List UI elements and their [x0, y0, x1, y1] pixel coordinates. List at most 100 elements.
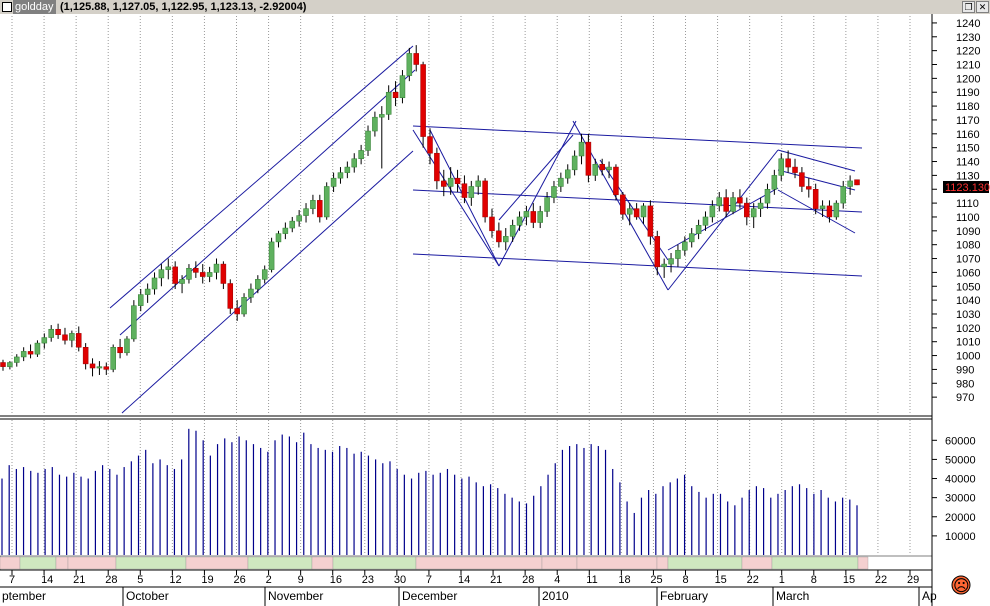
trend-channel-line [777, 189, 856, 234]
last-price-tag [943, 181, 989, 193]
price-axis-label: 1150 [956, 143, 980, 155]
candle-up [688, 233, 695, 243]
day-tick-label: 22 [875, 574, 887, 586]
candle-up [337, 172, 344, 179]
price-axis-label: 1000 [956, 351, 980, 363]
day-tick-label: 1 [779, 574, 785, 586]
candle-up [626, 208, 633, 215]
session-segment [541, 556, 578, 570]
volume-axis-label: 10000 [945, 531, 976, 543]
candle-down [737, 197, 743, 204]
session-segment [19, 556, 57, 570]
price-axis-label: 1230 [956, 32, 980, 44]
price-axis-label: 1240 [956, 18, 980, 30]
candle-down [654, 236, 661, 268]
candle-up [48, 328, 54, 338]
day-tick-label: 23 [362, 574, 374, 586]
window-menu-icon[interactable] [2, 2, 12, 12]
candle-down [744, 202, 750, 218]
candle-down [392, 91, 399, 99]
session-segment [667, 556, 743, 570]
month-label: February [660, 589, 708, 603]
candle-up [399, 75, 406, 99]
candle-up [468, 186, 475, 198]
price-axis-label: 1220 [956, 46, 980, 58]
candle-up [819, 205, 826, 209]
sad-face-icon[interactable] [951, 575, 971, 595]
title-bar: goldday (1,125.88, 1,127.05, 1,122.95, 1… [0, 0, 990, 15]
price-axis-label: 990 [956, 364, 974, 376]
candle-up [833, 202, 840, 218]
candle-down [227, 283, 234, 309]
day-tick-label: 5 [137, 574, 143, 586]
day-tick-label: 8 [683, 574, 689, 586]
candle-up [158, 269, 165, 279]
month-label: ptember [2, 589, 46, 603]
candle-up [709, 205, 716, 218]
candle-down [0, 362, 6, 367]
day-tick-label: 22 [747, 574, 759, 586]
day-tick-label: 4 [554, 574, 560, 586]
candle-down [723, 197, 729, 212]
candle-down [806, 186, 812, 190]
day-tick-label: 12 [169, 574, 181, 586]
day-tick-label: 15 [715, 574, 727, 586]
candle-down [633, 208, 640, 218]
candle-down [620, 194, 626, 215]
day-tick-label: 28 [105, 574, 117, 586]
candle-up [564, 169, 571, 179]
candle-up [351, 158, 357, 168]
candle-down [826, 205, 833, 218]
candle-down [799, 172, 805, 187]
candle-down [812, 188, 819, 209]
trend-channel-line [667, 149, 779, 291]
candle-up [503, 236, 509, 243]
candle-down [530, 211, 537, 223]
session-segment [55, 556, 69, 570]
price-axis-label: 1190 [956, 87, 980, 99]
candle-up [750, 208, 757, 218]
candle-up [379, 114, 385, 118]
price-axis-label: 1180 [956, 101, 980, 113]
candle-up [69, 333, 75, 341]
candle-down [427, 136, 433, 154]
candle-down [854, 179, 860, 186]
candle-up [344, 166, 351, 173]
day-tick-label: 19 [201, 574, 213, 586]
close-button[interactable]: ✕ [976, 1, 989, 13]
candle-down [55, 328, 61, 336]
candle-down [317, 200, 323, 218]
price-axis-label: 1130 [956, 170, 980, 182]
day-tick-label: 21 [490, 574, 502, 586]
candle-up [261, 269, 268, 280]
candle-up [165, 266, 172, 270]
candle-up [255, 279, 261, 290]
volume-axis-label: 50000 [945, 454, 976, 466]
volume-axis-label: 40000 [945, 474, 976, 486]
candle-down [647, 205, 654, 237]
price-axis-label: 1050 [956, 281, 980, 293]
candle-down [792, 166, 798, 173]
candle-up [289, 220, 296, 229]
session-segment [857, 556, 869, 570]
price-axis-label: 1090 [956, 226, 980, 238]
candle-up [523, 211, 530, 218]
price-axis-label: 1110 [956, 198, 979, 210]
candle-up [592, 164, 599, 176]
trend-channel-line [412, 125, 863, 149]
price-axis-label: 1040 [956, 295, 980, 307]
session-segment [771, 556, 859, 570]
day-tick-label: 29 [907, 574, 919, 586]
price-axis-label: 1160 [956, 129, 980, 141]
candle-up [771, 175, 778, 190]
restore-button[interactable]: ❐ [962, 1, 975, 13]
candle-up [668, 258, 674, 265]
candle-up [241, 297, 247, 315]
candle-down [172, 266, 178, 284]
month-label: October [126, 589, 169, 603]
candle-down [496, 230, 502, 243]
candle-down [193, 267, 199, 273]
day-tick-label: 18 [618, 574, 630, 586]
volume-axis-label: 20000 [945, 512, 976, 524]
